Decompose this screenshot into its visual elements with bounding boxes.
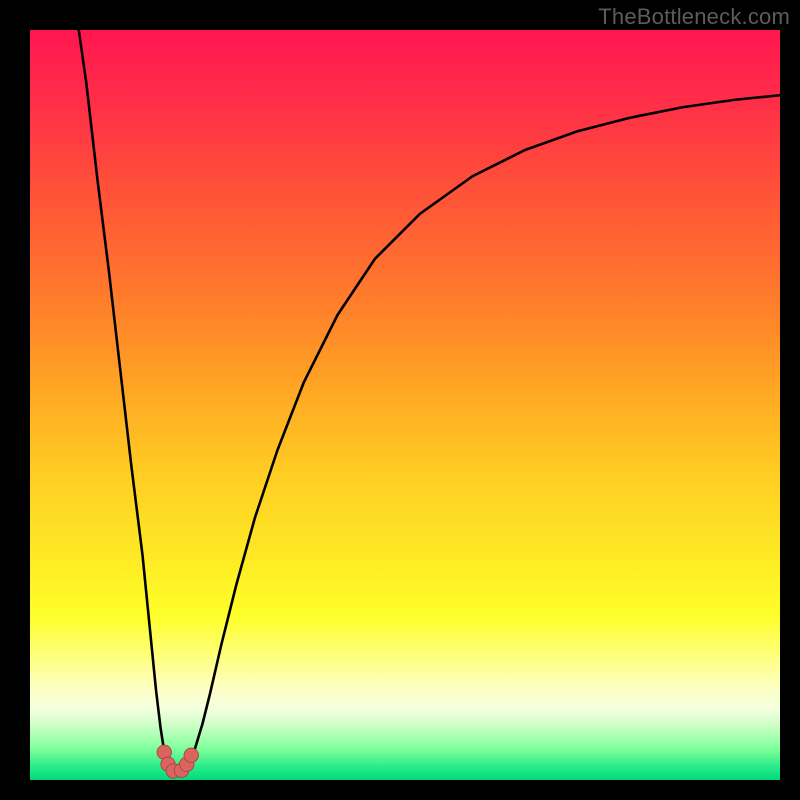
watermark-label: TheBottleneck.com <box>598 4 790 30</box>
valley-marker <box>184 748 198 762</box>
chart-stage: TheBottleneck.com <box>0 0 800 800</box>
plot-area <box>30 30 780 780</box>
bottleneck-chart <box>0 0 800 800</box>
